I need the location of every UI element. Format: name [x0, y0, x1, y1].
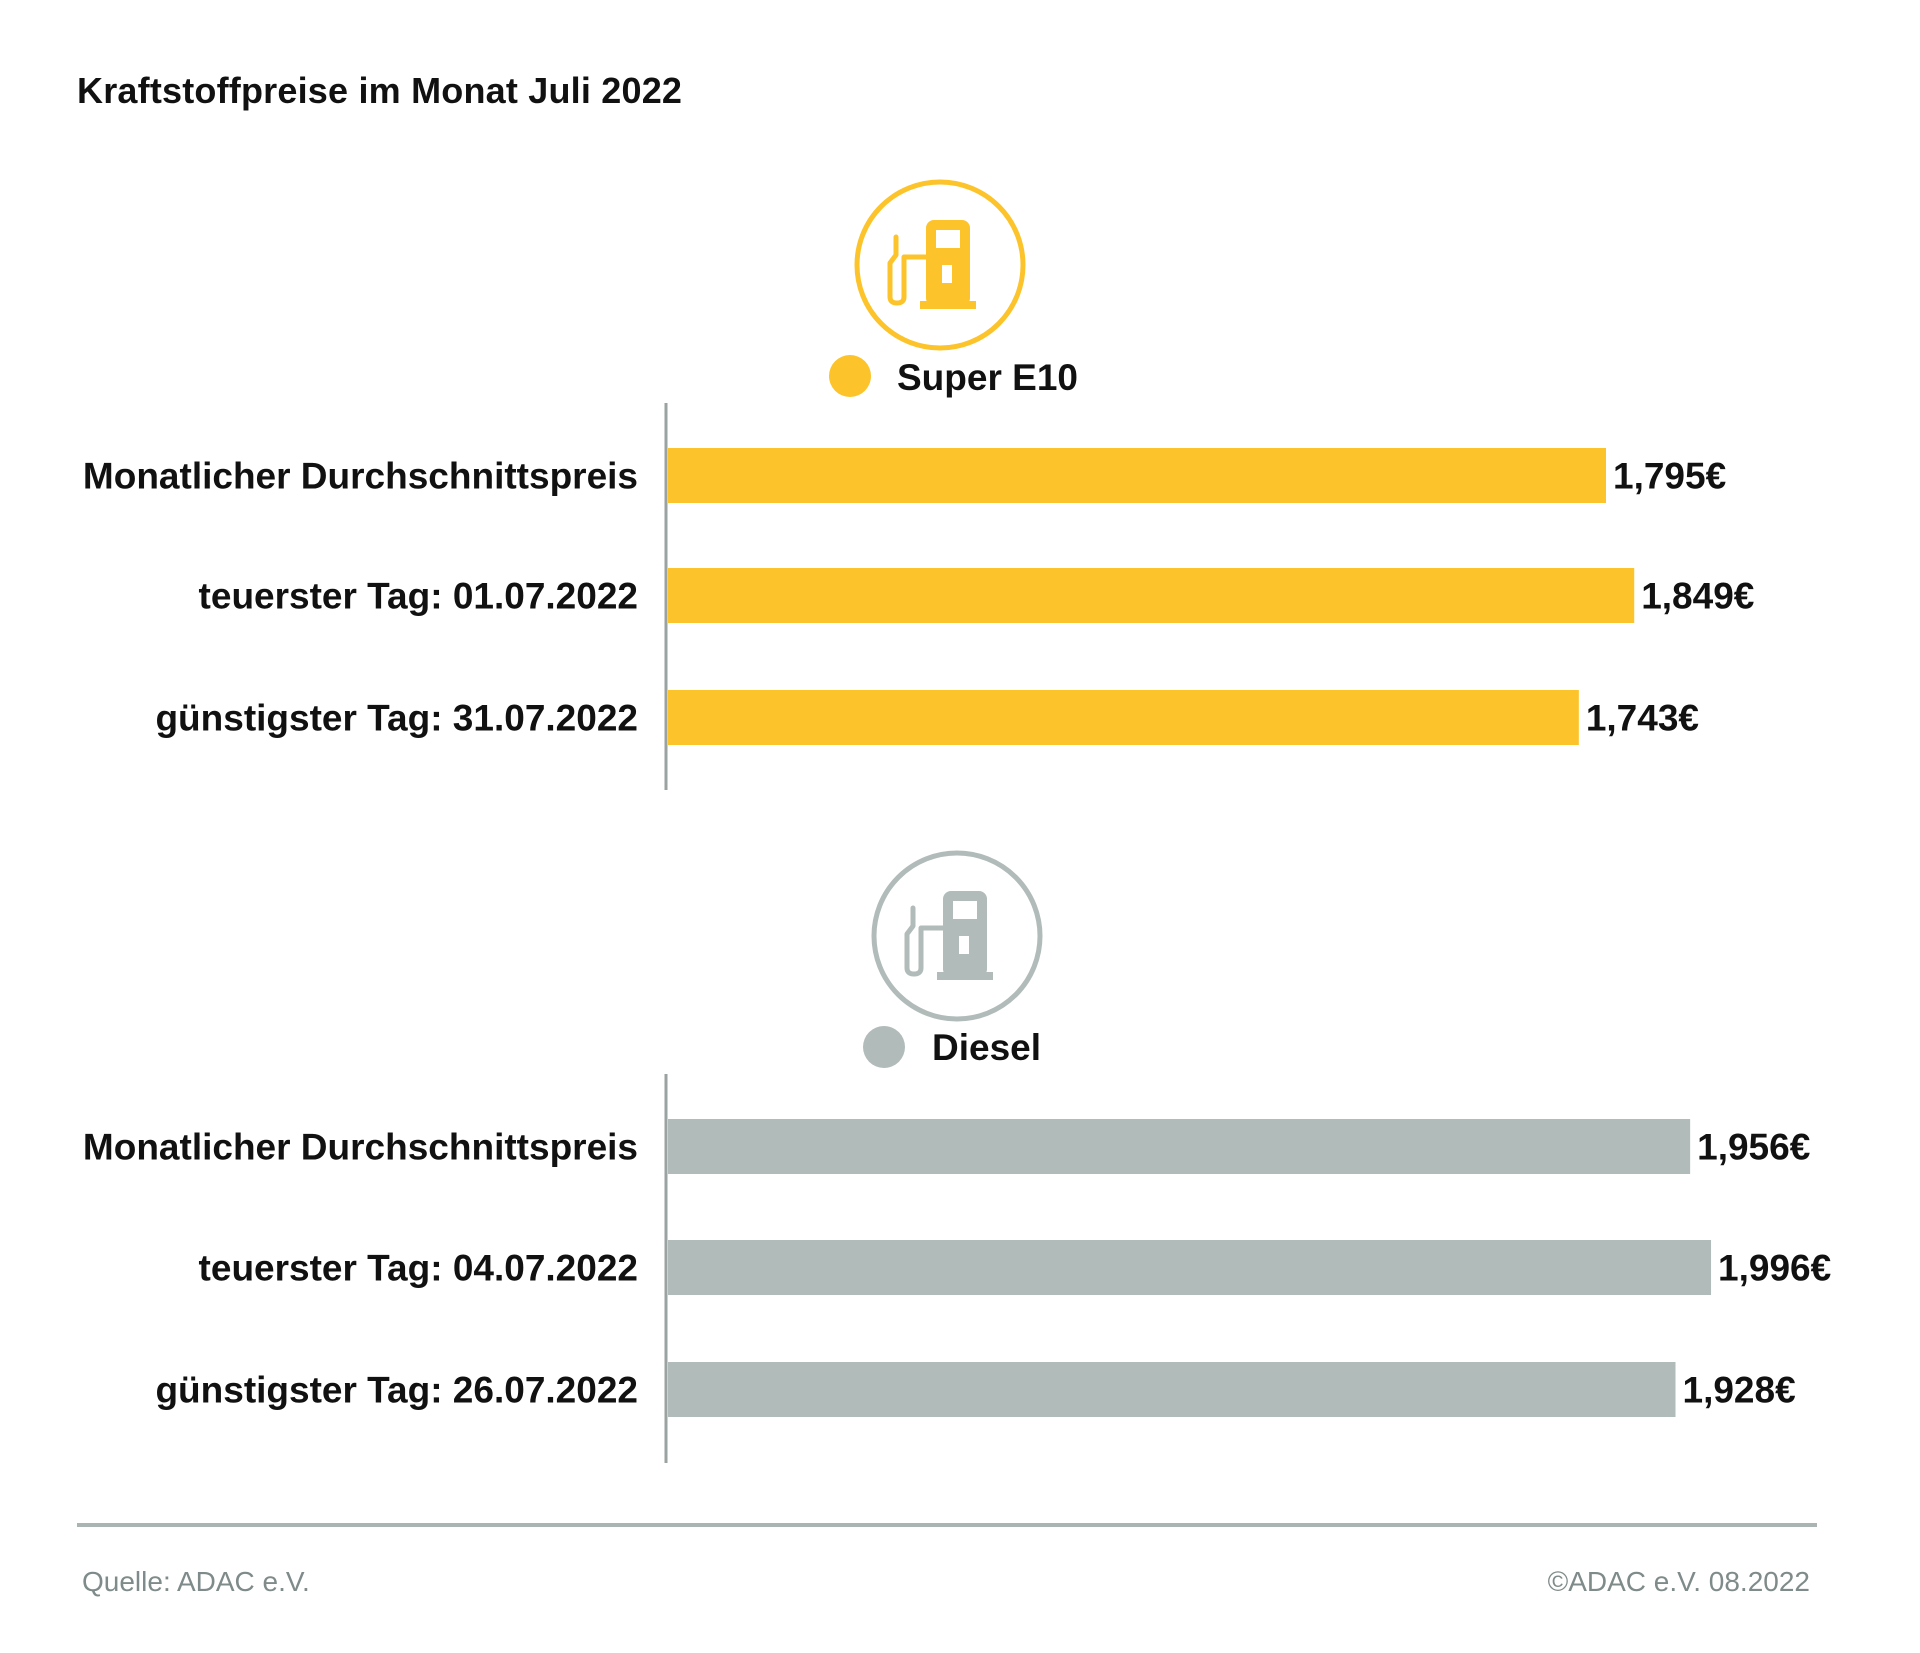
footer-divider — [77, 1523, 1817, 1527]
fuel-pump-icon — [854, 179, 1026, 351]
panel-diesel: Diesel Monatlicher Durchschnittspreis 1,9… — [83, 850, 1831, 1463]
category-label-super-e10-1: Monatlicher Durchschnittspreis — [83, 456, 638, 497]
panel-super-e10: Super E10 Monatlicher Durchschnittspreis… — [83, 179, 1754, 790]
value-label-super-e10-2: 1,849€ — [1641, 576, 1754, 617]
bar-super-e10-3 — [668, 690, 1579, 745]
bar-diesel-3 — [668, 1362, 1676, 1417]
bar-super-e10-1 — [668, 448, 1606, 503]
value-label-diesel-3: 1,928€ — [1683, 1370, 1796, 1411]
value-label-diesel-2: 1,996€ — [1718, 1248, 1831, 1289]
category-label-diesel-2: teuerster Tag: 04.07.2022 — [199, 1248, 638, 1289]
legend-label-super-e10: Super E10 — [897, 357, 1078, 398]
chart-title: Kraftstoffpreise im Monat Juli 2022 — [77, 70, 683, 111]
category-label-diesel-1: Monatlicher Durchschnittspreis — [83, 1127, 638, 1168]
category-label-super-e10-2: teuerster Tag: 01.07.2022 — [199, 576, 638, 617]
legend-label-diesel: Diesel — [932, 1027, 1041, 1068]
value-label-super-e10-1: 1,795€ — [1613, 456, 1726, 497]
bar-diesel-1 — [668, 1119, 1691, 1174]
category-label-diesel-3: günstigster Tag: 26.07.2022 — [155, 1370, 638, 1411]
value-label-diesel-1: 1,956€ — [1697, 1127, 1810, 1168]
copyright-note: ©ADAC e.V. 08.2022 — [1547, 1566, 1810, 1597]
bar-diesel-2 — [668, 1240, 1712, 1295]
bar-super-e10-2 — [668, 568, 1635, 623]
fuel-pump-icon — [871, 850, 1043, 1022]
category-label-super-e10-3: günstigster Tag: 31.07.2022 — [155, 698, 638, 739]
source-note: Quelle: ADAC e.V. — [82, 1566, 310, 1597]
legend-swatch-diesel — [863, 1026, 905, 1068]
value-label-super-e10-3: 1,743€ — [1586, 698, 1699, 739]
legend-swatch-super-e10 — [829, 355, 871, 397]
